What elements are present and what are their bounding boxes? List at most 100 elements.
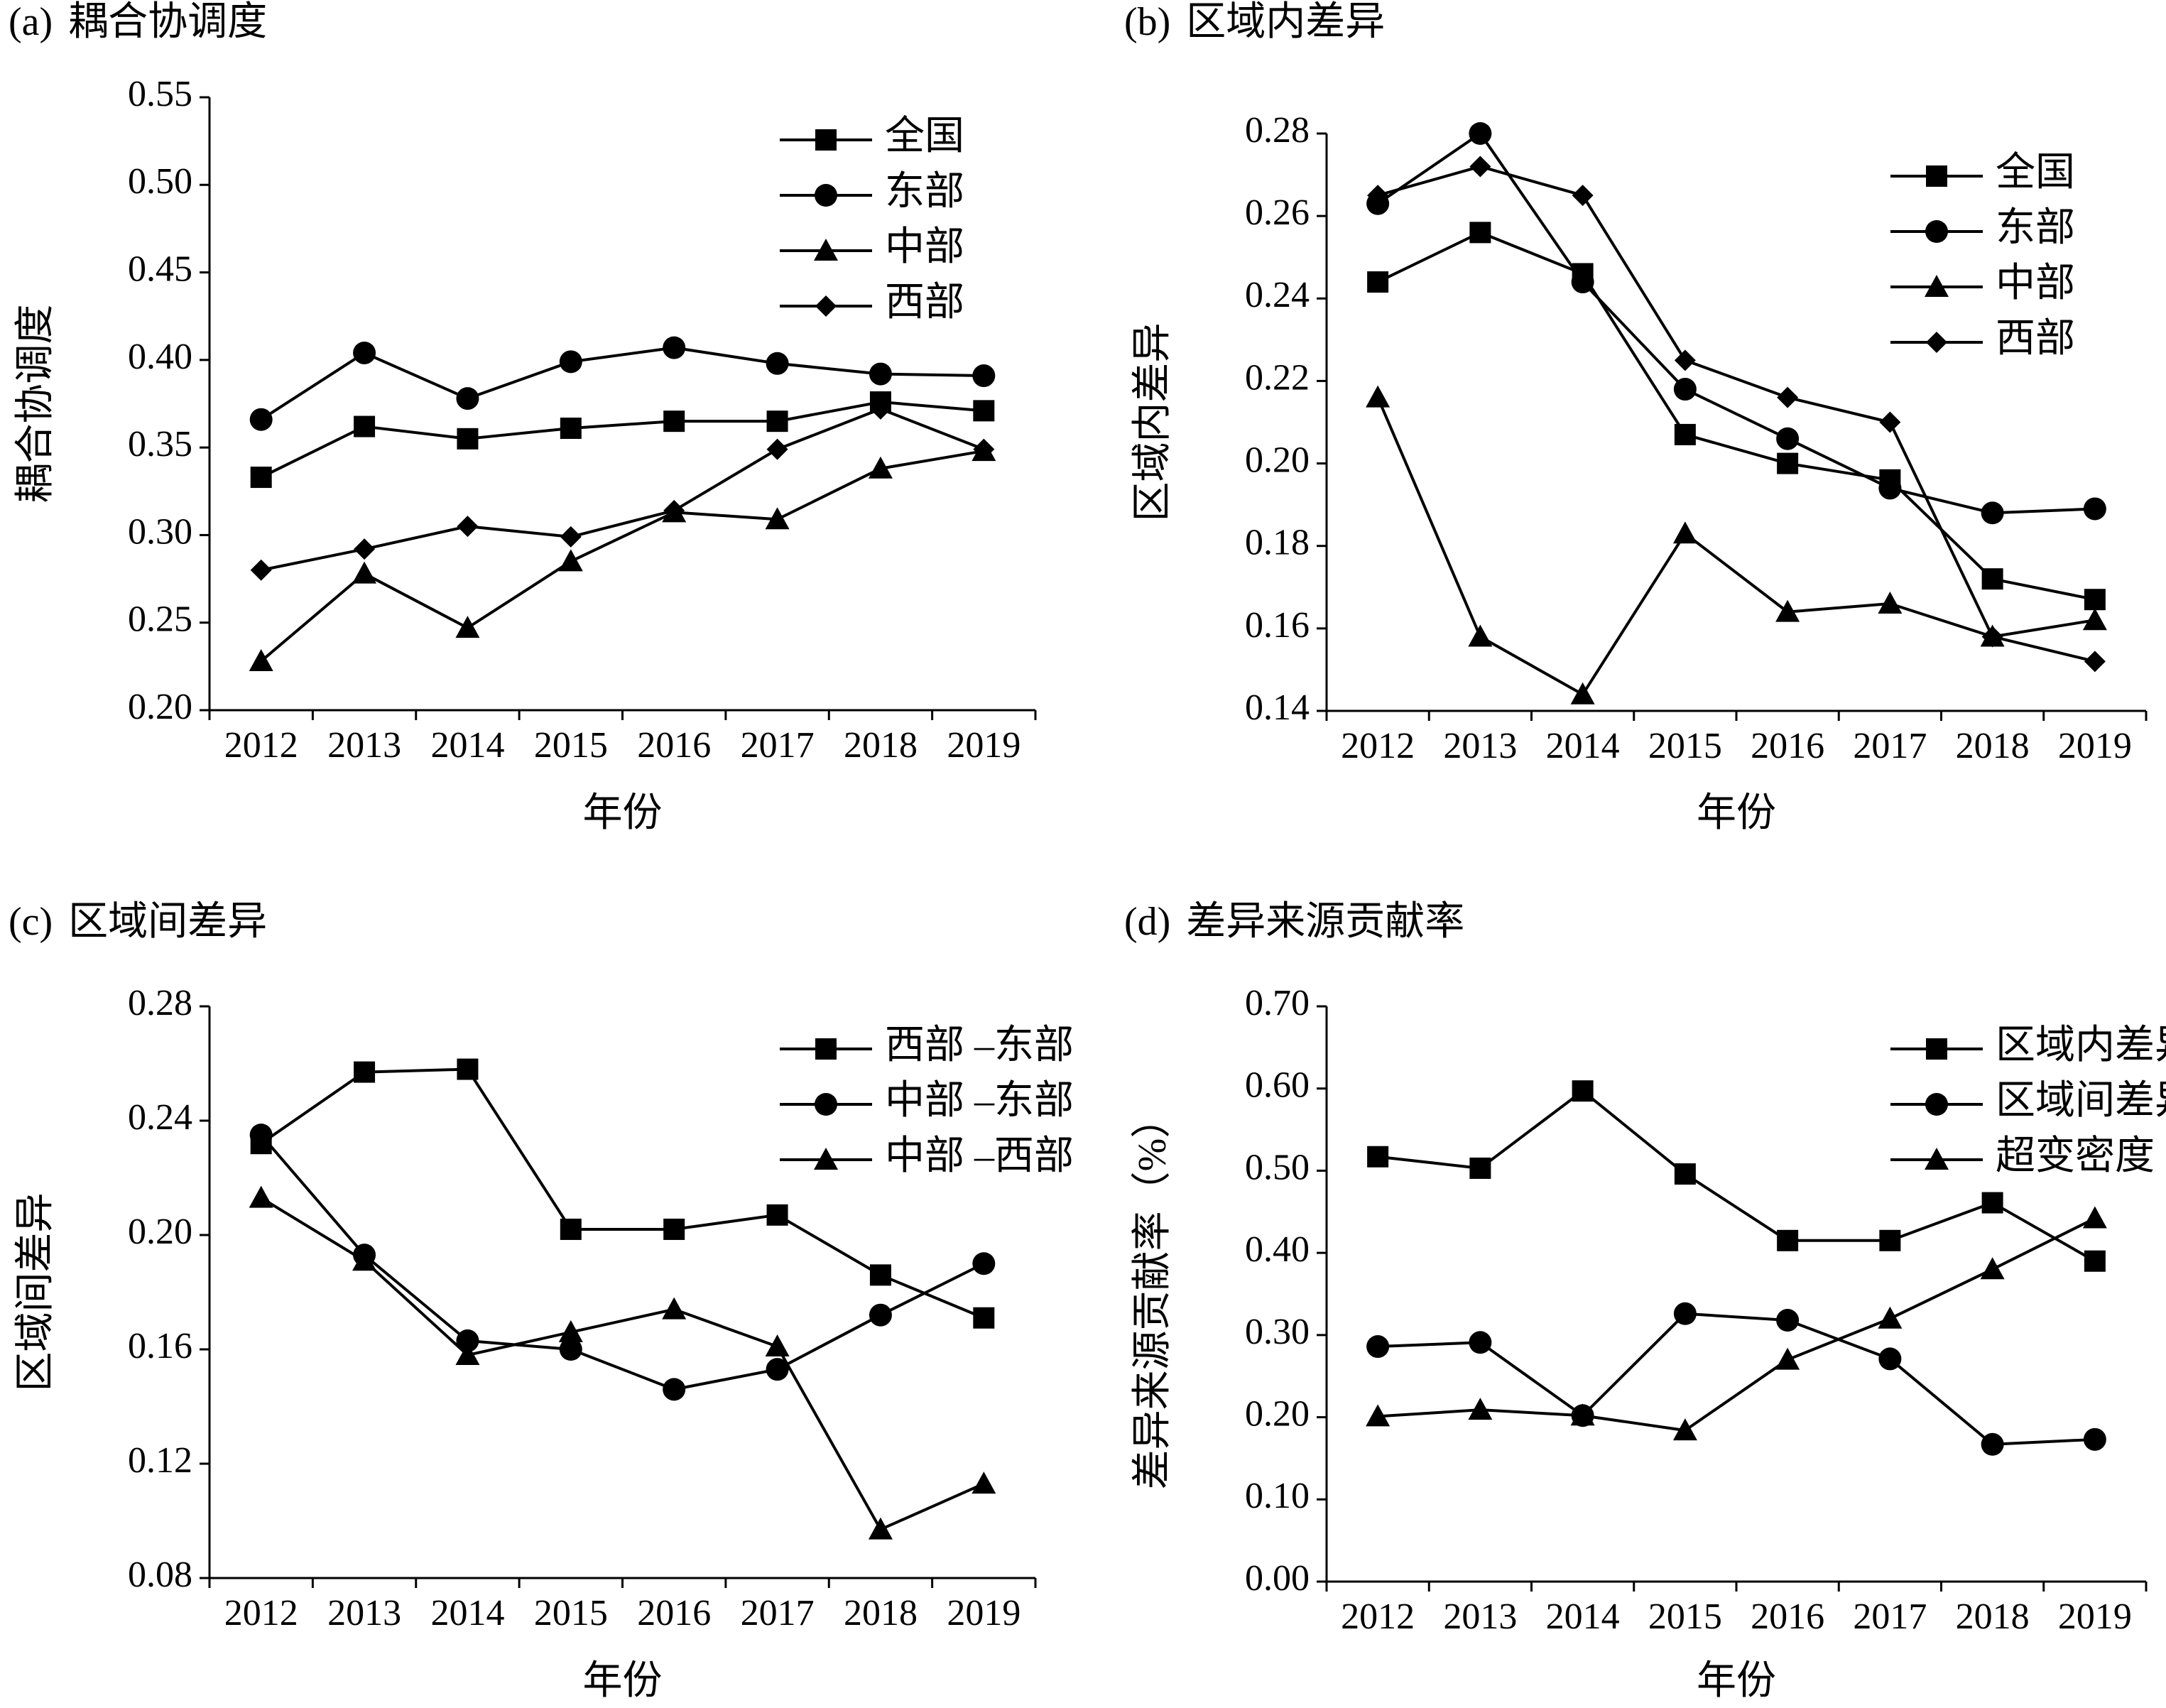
y-tick-label: 0.18 — [1245, 523, 1310, 563]
y-tick-label: 0.35 — [128, 424, 192, 464]
panel-title-text: 耦合协调度 — [68, 0, 267, 44]
data-point — [558, 1320, 583, 1342]
data-point — [1469, 1157, 1491, 1179]
data-point — [559, 350, 582, 374]
y-tick-label: 0.16 — [1245, 605, 1310, 646]
panel-title: (a) 耦合协调度 — [9, 0, 267, 44]
data-point — [1674, 349, 1696, 371]
series-1 — [1367, 1080, 2106, 1272]
series-line — [261, 407, 985, 572]
legend-marker — [815, 1038, 837, 1060]
y-tick-label: 0.70 — [1245, 983, 1310, 1023]
x-tick-label: 2017 — [741, 1593, 815, 1633]
data-point — [560, 526, 582, 548]
series-line — [1378, 1312, 2095, 1446]
x-tick-label: 2013 — [327, 1593, 401, 1633]
data-point — [1981, 1192, 2003, 1214]
y-tick-label: 0.00 — [1245, 1558, 1310, 1599]
y-tick-label: 0.20 — [1245, 440, 1310, 481]
series-line — [1377, 231, 2096, 602]
series-line — [1377, 1217, 2096, 1432]
data-point — [1776, 1309, 1800, 1332]
data-point — [455, 1343, 480, 1366]
data-point — [1570, 1403, 1595, 1426]
data-point — [1572, 185, 1594, 207]
data-point — [972, 1252, 996, 1275]
x-tick-label: 2018 — [844, 1593, 918, 1633]
series-3 — [249, 1185, 996, 1540]
data-point — [456, 1329, 479, 1352]
legend-label: 区域间差异 — [1996, 1079, 2166, 1123]
x-tick-label: 2016 — [637, 1593, 711, 1633]
data-point — [766, 438, 788, 460]
data-point — [766, 352, 789, 375]
legend-item: 超变密度 — [1890, 1134, 2155, 1178]
series-2 — [1366, 122, 2106, 525]
y-tick-label: 0.26 — [1245, 192, 1310, 233]
legend-marker — [1926, 1038, 1947, 1060]
y-tick-label: 0.12 — [128, 1440, 192, 1481]
data-point — [1775, 599, 1800, 622]
data-point — [1777, 452, 1799, 474]
data-point — [353, 341, 376, 364]
data-point — [1673, 1302, 1697, 1325]
x-tick-label: 2015 — [534, 725, 608, 766]
data-point — [663, 499, 685, 521]
x-axis-title: 年份 — [1697, 791, 1776, 835]
x-tick-label: 2016 — [637, 725, 711, 766]
data-point — [1878, 1306, 1903, 1329]
data-point — [354, 538, 376, 560]
series-line — [260, 450, 984, 663]
data-point — [1775, 1347, 1800, 1370]
legend-item: 中部 –东部 — [780, 1079, 1074, 1123]
data-point — [352, 561, 377, 584]
data-point — [1571, 271, 1594, 294]
data-point — [1879, 411, 1901, 433]
data-point — [1981, 626, 2003, 648]
data-point — [766, 410, 788, 433]
series-1 — [250, 391, 995, 489]
x-tick-label: 2018 — [844, 725, 918, 766]
data-point — [868, 1517, 893, 1540]
legend-label: 中部 –东部 — [885, 1079, 1074, 1123]
data-point — [2084, 651, 2106, 673]
y-tick-label: 0.45 — [128, 249, 192, 290]
legend-marker — [1925, 1148, 1949, 1170]
data-point — [1674, 423, 1696, 445]
series-line — [1377, 165, 2096, 663]
legend-marker — [815, 1093, 837, 1116]
x-tick-label: 2013 — [327, 725, 401, 766]
chart-panel-b: (b) 区域内差异 0.14 0.16 0.18 0.20 0.22 0.24 0.26 0.28… — [1124, 0, 2148, 835]
y-tick-label: 0.30 — [1245, 1312, 1310, 1352]
y-tick-label: 0.28 — [128, 983, 192, 1023]
x-tick-label: 2014 — [1546, 1597, 1620, 1637]
legend-item: 中部 — [1890, 261, 2075, 305]
x-tick-label: 2012 — [224, 1593, 298, 1633]
data-point — [354, 415, 376, 437]
y-tick-label: 0.24 — [1245, 275, 1310, 315]
x-tick-label: 2017 — [741, 725, 815, 766]
data-point — [1469, 122, 1492, 145]
data-point — [663, 1218, 685, 1240]
data-point — [250, 467, 272, 489]
panel-title-text: 区域内差异 — [1186, 0, 1385, 44]
data-point — [1980, 1257, 2005, 1280]
x-tick-label: 2015 — [1648, 726, 1722, 766]
legend-label: 区域内差异 — [1996, 1023, 2166, 1067]
data-point — [765, 1334, 790, 1356]
legend-label: 东部 — [885, 170, 964, 214]
data-point — [457, 1058, 479, 1080]
data-point — [1878, 1347, 1902, 1371]
x-tick-label: 2019 — [2058, 1597, 2132, 1637]
x-tick-label: 2013 — [1443, 726, 1517, 766]
series-4 — [250, 398, 995, 581]
data-point — [455, 616, 480, 638]
legend-item: 东部 — [1890, 206, 2075, 250]
data-point — [1672, 1418, 1697, 1441]
legend-label: 超变密度 — [1996, 1134, 2155, 1178]
x-axis-title: 年份 — [583, 1659, 663, 1703]
legend-marker — [814, 239, 838, 261]
legend-item: 中部 –西部 — [780, 1134, 1074, 1178]
legend-marker — [814, 1148, 838, 1170]
data-point — [1674, 1163, 1696, 1185]
